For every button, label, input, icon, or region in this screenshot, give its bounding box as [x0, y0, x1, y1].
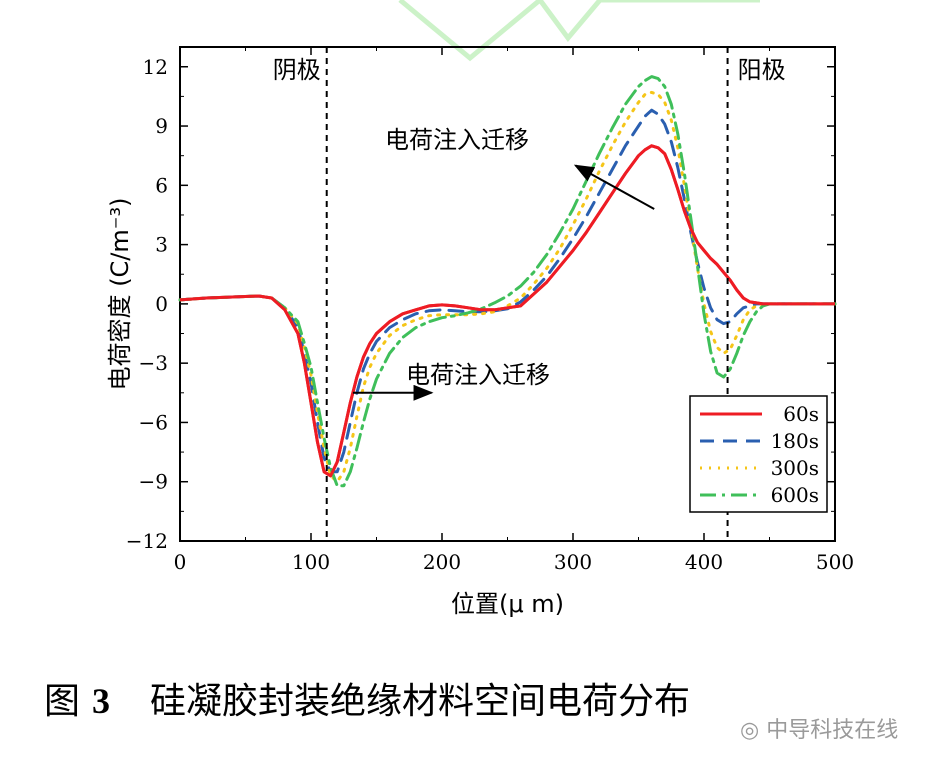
anode-label: 阳极 [738, 56, 786, 84]
y-tick-label: −6 [139, 410, 168, 434]
watermark-text: 中导科技在线 [766, 718, 899, 743]
x-tick-label: 500 [816, 550, 854, 574]
y-tick-label: −9 [139, 470, 168, 494]
y-tick-label: 6 [155, 173, 168, 197]
x-tick-label: 400 [685, 550, 723, 574]
y-tick-label: 9 [155, 114, 168, 138]
arrow-upper [573, 164, 655, 210]
x-tick-label: 0 [174, 550, 187, 574]
figure-caption: 图 3 硅凝胶封装绝缘材料空间电荷分布 [44, 672, 690, 724]
y-tick-label: 12 [143, 55, 168, 79]
watermark-icon: ◎ [740, 718, 767, 743]
x-tick-label: 200 [423, 550, 461, 574]
y-tick-label: 3 [155, 233, 168, 257]
background-decoration [398, 0, 760, 62]
y-axis-label: 电荷密度 (C/m⁻³) [106, 198, 134, 391]
arrow-upper-label: 电荷注入迁移 [385, 126, 529, 154]
axes: 0 100 200 300 400 500 −12 −9 −6 −3 0 3 6 9 12 位置(μ m) 电荷… [106, 46, 854, 618]
legend: 60s 180s 300s 600s [689, 395, 828, 513]
y-tick-label: 0 [155, 292, 168, 316]
caption-number: 3 [92, 681, 111, 721]
y-tick-label: −12 [126, 529, 168, 553]
series-60s-top [179, 144, 835, 478]
legend-label-180s: 180s [771, 429, 819, 453]
legend-label-60s: 60s [783, 402, 819, 426]
watermark: ◎ 中导科技在线 [740, 712, 898, 744]
x-tick-label: 300 [554, 550, 592, 574]
chart: 0 100 200 300 400 500 −12 −9 −6 −3 0 3 6 9 12 位置(μ m) 电荷… [106, 0, 854, 618]
legend-label-600s: 600s [771, 483, 819, 507]
arrow-lower-label: 电荷注入迁移 [406, 361, 550, 389]
x-tick-label: 100 [292, 550, 330, 574]
legend-label-300s: 300s [771, 456, 819, 480]
caption-text: 硅凝胶封装绝缘材料空间电荷分布 [150, 681, 691, 722]
caption-figure: 图 [44, 681, 81, 722]
series-300s [178, 90, 837, 484]
x-axis-label: 位置(μ m) [451, 590, 564, 618]
y-tick-label: −3 [139, 351, 168, 375]
cathode-label: 阴极 [273, 56, 321, 84]
